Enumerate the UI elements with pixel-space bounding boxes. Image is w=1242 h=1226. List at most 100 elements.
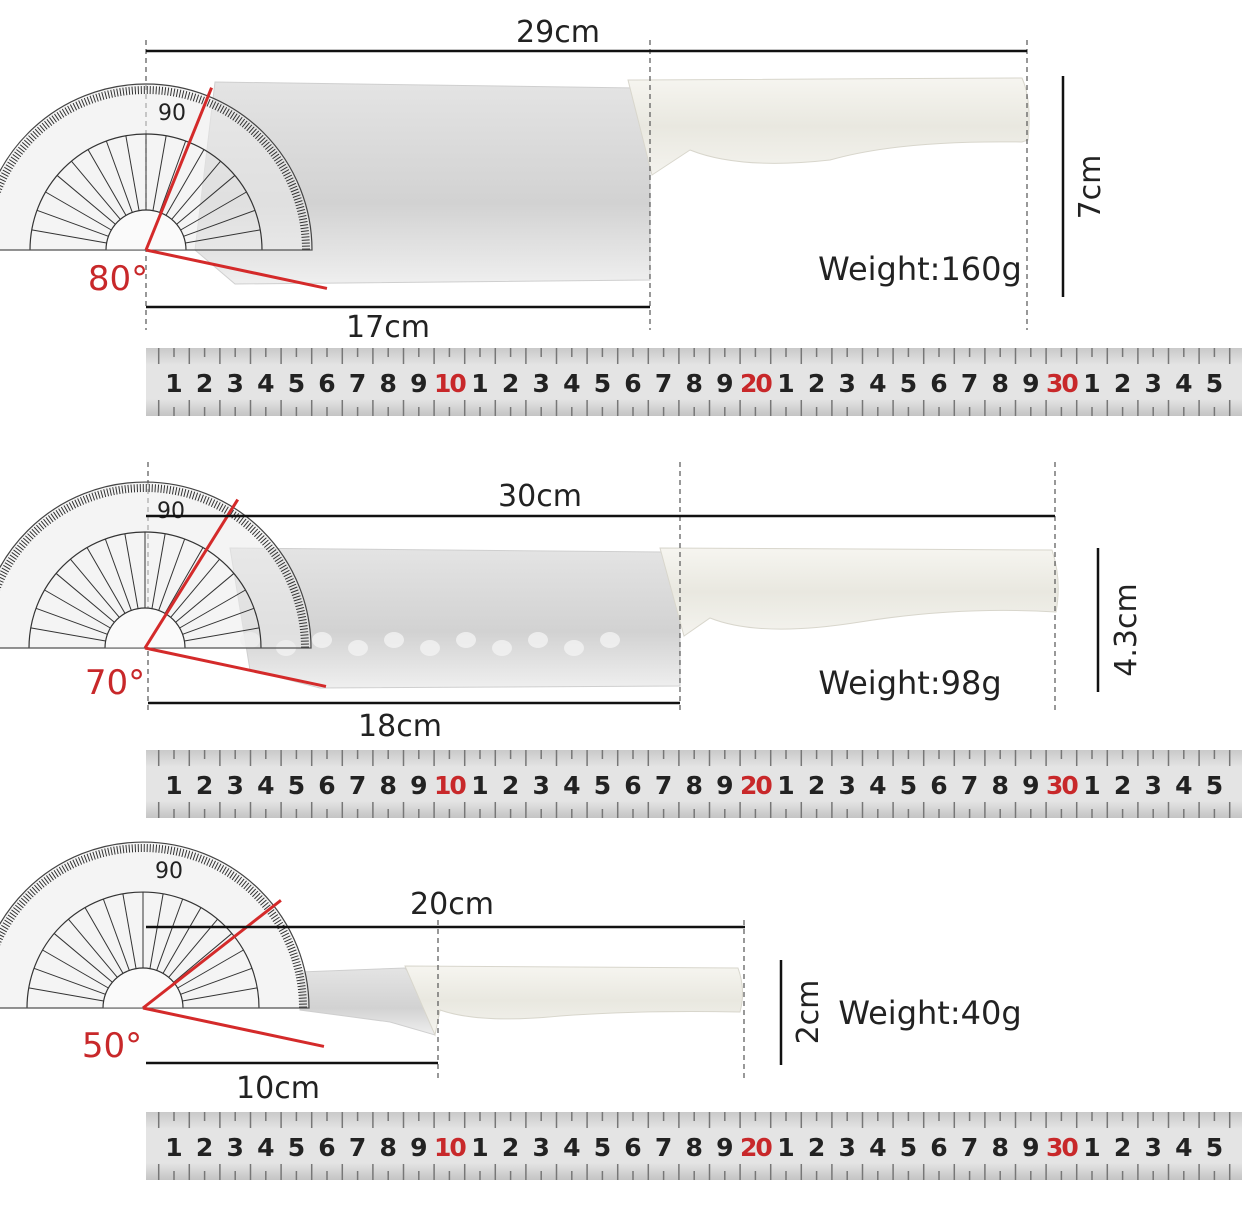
ruler-label: 8 <box>685 1133 702 1162</box>
angle-baseline-red <box>144 646 327 688</box>
ruler-label: 7 <box>655 771 672 800</box>
blade-dimple <box>312 632 332 648</box>
ruler-label: 8 <box>379 369 396 398</box>
protractor-ray <box>105 140 133 213</box>
ruler: 1 2 3 4 5 6 7 8 9 10 1 2 3 4 5 6 7 8 9 20 1 2 3 4 5 6 7 8 9 30 1 2 3 4 5 <box>146 1112 1242 1180</box>
protractor-ray <box>30 627 106 642</box>
ruler-label: 9 <box>410 1133 427 1162</box>
ruler-label: 7 <box>349 1133 366 1162</box>
ruler-label: 2 <box>502 369 519 398</box>
ruler-label: 5 <box>900 369 917 398</box>
height-label: 7cm <box>1073 155 1108 220</box>
ruler-label: 3 <box>532 1133 549 1162</box>
ruler-label: 2 <box>808 1133 825 1162</box>
blade-dimple <box>348 640 368 656</box>
angle-edge-red <box>143 498 240 649</box>
protractor-ray <box>125 135 140 211</box>
protractor-ray <box>28 987 104 1002</box>
ruler-label: 1 <box>471 369 488 398</box>
protractor-ray <box>42 949 109 989</box>
ruler-label: 8 <box>685 771 702 800</box>
ruler-label: 5 <box>594 771 611 800</box>
weight-label: Weight:98g <box>818 664 1001 702</box>
protractor-ray <box>180 191 247 231</box>
ruler-label: 2 <box>502 771 519 800</box>
ruler-label: 9 <box>716 771 733 800</box>
ruler-label: 6 <box>318 1133 335 1162</box>
ruler-label: 2 <box>196 369 213 398</box>
protractor-ray <box>55 573 115 623</box>
protractor-ray <box>184 627 260 642</box>
protractor-ray <box>151 533 166 609</box>
protractor-ray <box>182 607 255 635</box>
ruler-label: 8 <box>379 1133 396 1162</box>
protractor-ray <box>152 135 167 211</box>
ruler-body <box>146 348 1242 416</box>
ruler-label: 1 <box>165 1133 182 1162</box>
protractor-ray <box>84 907 124 974</box>
protractor-ray <box>33 967 106 995</box>
ruler-label: 5 <box>288 1133 305 1162</box>
protractor-ray <box>156 898 184 971</box>
ruler-label: 20 <box>740 1133 772 1162</box>
ruler-label: 6 <box>318 369 335 398</box>
ruler-label: 7 <box>655 1133 672 1162</box>
protractor-ray <box>87 149 127 216</box>
ruler-label: 8 <box>991 1133 1008 1162</box>
protractor: 90 <box>0 841 310 1009</box>
ruler-label: 3 <box>838 369 855 398</box>
ruler-label: 4 <box>869 771 886 800</box>
protractor-ray <box>56 175 116 225</box>
protractor-ray <box>165 149 205 216</box>
protractor-ray <box>68 918 118 978</box>
protractor-ray <box>176 175 236 225</box>
ruler-label: 4 <box>257 771 274 800</box>
angle-baseline-red <box>145 248 328 290</box>
ruler-label: 1 <box>1083 369 1100 398</box>
protractor-ray <box>31 229 107 244</box>
protractor-body <box>0 841 310 1009</box>
protractor: 90 <box>0 83 313 251</box>
ruler-label: 9 <box>410 771 427 800</box>
blade-dimple <box>420 640 440 656</box>
angle-label: 50° <box>82 1026 142 1066</box>
ruler-label: 4 <box>1175 771 1192 800</box>
angle-baseline-red <box>142 1006 325 1048</box>
ruler-label: 3 <box>1144 369 1161 398</box>
ruler-label: 30 <box>1046 1133 1078 1162</box>
blade-dimple <box>564 640 584 656</box>
blade-dimple <box>456 632 476 648</box>
ruler-label: 7 <box>961 369 978 398</box>
ruler-label: 2 <box>1114 369 1131 398</box>
ruler-label: 7 <box>961 771 978 800</box>
ruler-label: 10 <box>434 1133 466 1162</box>
ruler-label: 1 <box>165 771 182 800</box>
total-length-label: 20cm <box>410 887 494 922</box>
ruler-label: 1 <box>471 1133 488 1162</box>
handle-image <box>627 77 1030 176</box>
angle-edge-red <box>144 87 213 251</box>
protractor-ray <box>164 547 204 614</box>
protractor-ray <box>35 607 108 635</box>
protractor-ray <box>177 949 244 989</box>
ruler-label: 7 <box>961 1133 978 1162</box>
protractor-90-label: 90 <box>155 859 183 884</box>
angle-edge-red <box>142 899 282 1010</box>
blade-dimple <box>384 632 404 648</box>
ruler-label: 9 <box>1022 1133 1039 1162</box>
angle-label: 80° <box>88 259 148 299</box>
protractor-ray <box>86 547 126 614</box>
ruler-label: 9 <box>716 369 733 398</box>
ruler-label: 6 <box>318 771 335 800</box>
blade-length-label: 10cm <box>236 1071 320 1106</box>
ruler-label: 5 <box>1206 1133 1223 1162</box>
ruler-label: 2 <box>1114 1133 1131 1162</box>
total-length-label: 29cm <box>516 15 600 50</box>
protractor-ray <box>170 558 220 618</box>
protractor-ray <box>185 229 261 244</box>
ruler-label: 5 <box>1206 369 1223 398</box>
protractor-body <box>0 481 312 649</box>
ruler-label: 5 <box>594 369 611 398</box>
ruler-label: 4 <box>563 1133 580 1162</box>
